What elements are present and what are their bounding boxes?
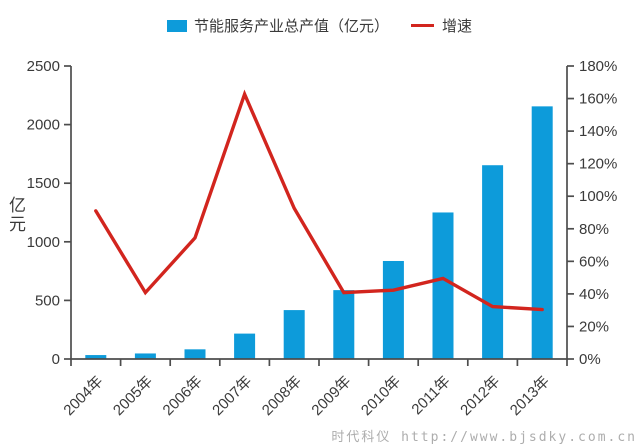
right-tick-label: 40% (579, 286, 609, 303)
right-tick-label: 140% (579, 123, 617, 140)
left-tick-label: 1000 (27, 234, 60, 251)
bar-2010年 (382, 260, 404, 359)
legend-line-swatch (411, 24, 435, 27)
left-axis-title: 亿元 (6, 196, 25, 234)
x-category-label: 2004年 (60, 373, 106, 419)
legend-line-label: 增速 (442, 18, 473, 35)
watermark: 时代科仪 http://www.bjsdky.com.cn (331, 430, 637, 445)
legend: 节能服务产业总产值（亿元） 增速 (167, 15, 472, 36)
left-tick-label: 2000 (27, 117, 60, 134)
right-tick-label: 180% (579, 58, 617, 75)
x-category-label: 2012年 (457, 373, 503, 419)
x-category-label: 2007年 (209, 373, 255, 419)
right-tick-label: 20% (579, 318, 609, 335)
right-tick-label: 160% (579, 91, 617, 108)
bar-2004年 (85, 355, 107, 359)
bar-2012年 (482, 165, 504, 359)
bar-2009年 (333, 290, 355, 359)
bar-2005年 (134, 353, 156, 359)
left-tick-label: 500 (35, 292, 60, 309)
right-tick-label: 100% (579, 188, 617, 205)
bar-2007年 (234, 333, 256, 359)
x-category-label: 2011年 (408, 373, 453, 418)
x-category-label: 2010年 (358, 373, 404, 419)
x-category-label: 2005年 (110, 373, 156, 419)
legend-bar-label: 节能服务产业总产值（亿元） (194, 18, 390, 35)
x-category-label: 2009年 (308, 373, 354, 419)
left-tick-label: 1500 (27, 175, 60, 192)
left-tick-label: 2500 (27, 58, 60, 75)
growth-line (94, 89, 544, 312)
bar-2011年 (432, 212, 454, 359)
bar-2013年 (531, 106, 553, 359)
right-tick-label: 0% (579, 351, 601, 368)
legend-bar-swatch (167, 19, 187, 32)
bar-2006年 (184, 349, 206, 359)
left-tick-label: 0 (52, 351, 60, 368)
x-category-label: 2013年 (507, 373, 553, 419)
right-tick-label: 80% (579, 221, 609, 238)
bar-2008年 (283, 310, 305, 359)
right-tick-label: 60% (579, 253, 609, 270)
x-category-label: 2008年 (259, 373, 305, 419)
right-tick-label: 120% (579, 156, 617, 173)
x-category-label: 2006年 (160, 373, 206, 419)
